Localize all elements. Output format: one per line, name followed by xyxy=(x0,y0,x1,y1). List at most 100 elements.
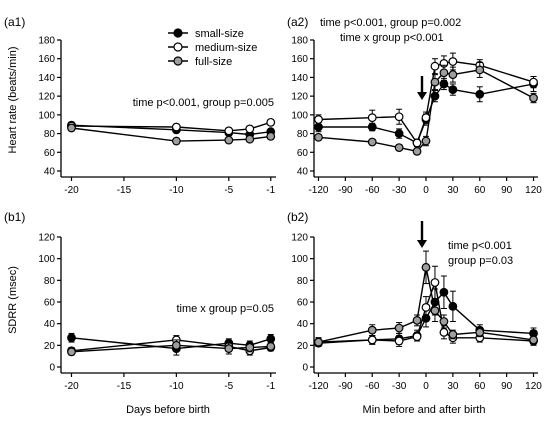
data-point xyxy=(430,278,440,287)
series-line xyxy=(318,279,534,344)
y-tick-label: 140 xyxy=(38,73,55,84)
legend-entry-medium: medium-size xyxy=(168,42,257,54)
x-tick-label: 30 xyxy=(447,381,459,392)
y-tick-label: 180 xyxy=(38,36,55,47)
x-tick-label: -30 xyxy=(392,185,407,196)
data-point xyxy=(394,336,404,346)
y-tick-label: 40 xyxy=(297,167,309,178)
data-point xyxy=(439,79,449,89)
data-point xyxy=(421,303,431,312)
data-point xyxy=(314,132,323,142)
x-tick-label: 0 xyxy=(423,185,429,196)
legend: small-size medium-size full-size xyxy=(168,28,257,68)
x-tick-label: 120 xyxy=(525,185,542,196)
legend-entry-full: full-size xyxy=(168,56,232,68)
x-tick-label: -10 xyxy=(169,185,184,196)
data-point xyxy=(430,77,440,87)
data-point xyxy=(245,343,255,352)
x-tick-label: -5 xyxy=(224,185,233,196)
y-tick-label: 100 xyxy=(291,254,308,265)
panel-title: (b2) xyxy=(287,210,308,224)
series-full-size xyxy=(314,250,538,347)
data-point xyxy=(224,126,234,136)
x-tick-label: -5 xyxy=(224,381,233,392)
data-point xyxy=(439,68,449,78)
data-point xyxy=(421,262,431,272)
series-line xyxy=(318,69,534,153)
data-point xyxy=(367,113,377,123)
x-tick-label: -15 xyxy=(117,381,132,392)
data-point xyxy=(314,337,323,347)
data-point xyxy=(421,136,431,146)
data-point xyxy=(314,115,323,124)
data-point xyxy=(67,333,76,343)
panel-1: 40 60 80 100 120 140 160 180 -120 -90 -60 -30 0 30 60 9… xyxy=(287,15,542,196)
y-tick-label: 120 xyxy=(291,92,308,103)
data-point xyxy=(439,317,449,326)
data-point xyxy=(529,335,538,345)
data-point xyxy=(412,332,422,342)
data-point xyxy=(67,347,76,357)
y-tick-label: 0 xyxy=(302,363,308,374)
x-tick-label: 60 xyxy=(474,185,486,196)
x-tick-label: -60 xyxy=(365,381,380,392)
x-tick-label: -20 xyxy=(64,185,79,196)
data-point xyxy=(430,61,440,71)
data-point xyxy=(171,136,181,146)
y-tick-label: 20 xyxy=(44,341,56,352)
data-point xyxy=(245,134,255,144)
panel-0: 40 60 80 100 120 140 160 180 -20 -15 -10 -5 -1 (a1) He… xyxy=(4,15,276,196)
y-axis-label: Heart rate (beats/min) xyxy=(7,47,19,154)
x-tick-label: 120 xyxy=(525,381,542,392)
data-point xyxy=(448,301,458,311)
data-point xyxy=(245,124,255,134)
y-tick-label: 0 xyxy=(49,363,55,374)
series-line xyxy=(318,291,534,343)
y-tick-label: 100 xyxy=(38,110,55,121)
y-tick-label: 180 xyxy=(291,36,308,47)
series-full-size xyxy=(314,61,538,156)
annotation: time x group p=0.05 xyxy=(176,303,274,315)
series-full-size xyxy=(67,339,276,357)
y-tick-label: 120 xyxy=(291,233,308,244)
y-tick-label: 60 xyxy=(44,148,56,159)
y-tick-label: 80 xyxy=(297,129,309,140)
y-tick-label: 60 xyxy=(297,148,309,159)
data-point xyxy=(412,138,422,148)
data-point xyxy=(448,85,458,94)
x-tick-label: -120 xyxy=(308,381,328,392)
y-tick-label: 120 xyxy=(38,233,55,244)
data-point xyxy=(529,93,538,103)
y-tick-label: 120 xyxy=(38,92,55,103)
legend-entry-small: small-size xyxy=(168,28,244,40)
birth-arrow-head xyxy=(417,92,427,100)
legend-label-small: small-size xyxy=(195,28,244,40)
data-point xyxy=(171,122,181,132)
x-tick-label: 90 xyxy=(501,381,513,392)
annotation: time p<0.001, group p=0.002 xyxy=(320,17,461,29)
data-point xyxy=(529,77,538,87)
x-tick-label: -20 xyxy=(64,381,79,392)
data-point xyxy=(475,89,485,99)
series-medium-size xyxy=(67,117,276,136)
data-point xyxy=(394,129,404,138)
birth-arrow-head xyxy=(417,240,427,248)
y-tick-label: 60 xyxy=(297,298,309,309)
data-point xyxy=(266,334,276,344)
series-medium-size xyxy=(314,52,538,148)
x-tick-label: -90 xyxy=(338,185,353,196)
x-tick-label: -120 xyxy=(308,185,328,196)
annotation: time p<0.001 xyxy=(448,240,512,252)
x-tick-label: -30 xyxy=(392,381,407,392)
y-axis-label: SDRR (msec) xyxy=(7,266,19,334)
annotation: group p=0.03 xyxy=(448,255,513,267)
y-tick-label: 80 xyxy=(44,276,56,287)
x-tick-label: -1 xyxy=(266,185,275,196)
annotation: time p<0.001, group p=0.005 xyxy=(133,97,274,109)
data-point xyxy=(475,65,485,75)
data-point xyxy=(448,57,458,66)
legend-label-medium: medium-size xyxy=(195,42,257,54)
series-full-size xyxy=(67,123,276,146)
data-point xyxy=(266,117,276,127)
